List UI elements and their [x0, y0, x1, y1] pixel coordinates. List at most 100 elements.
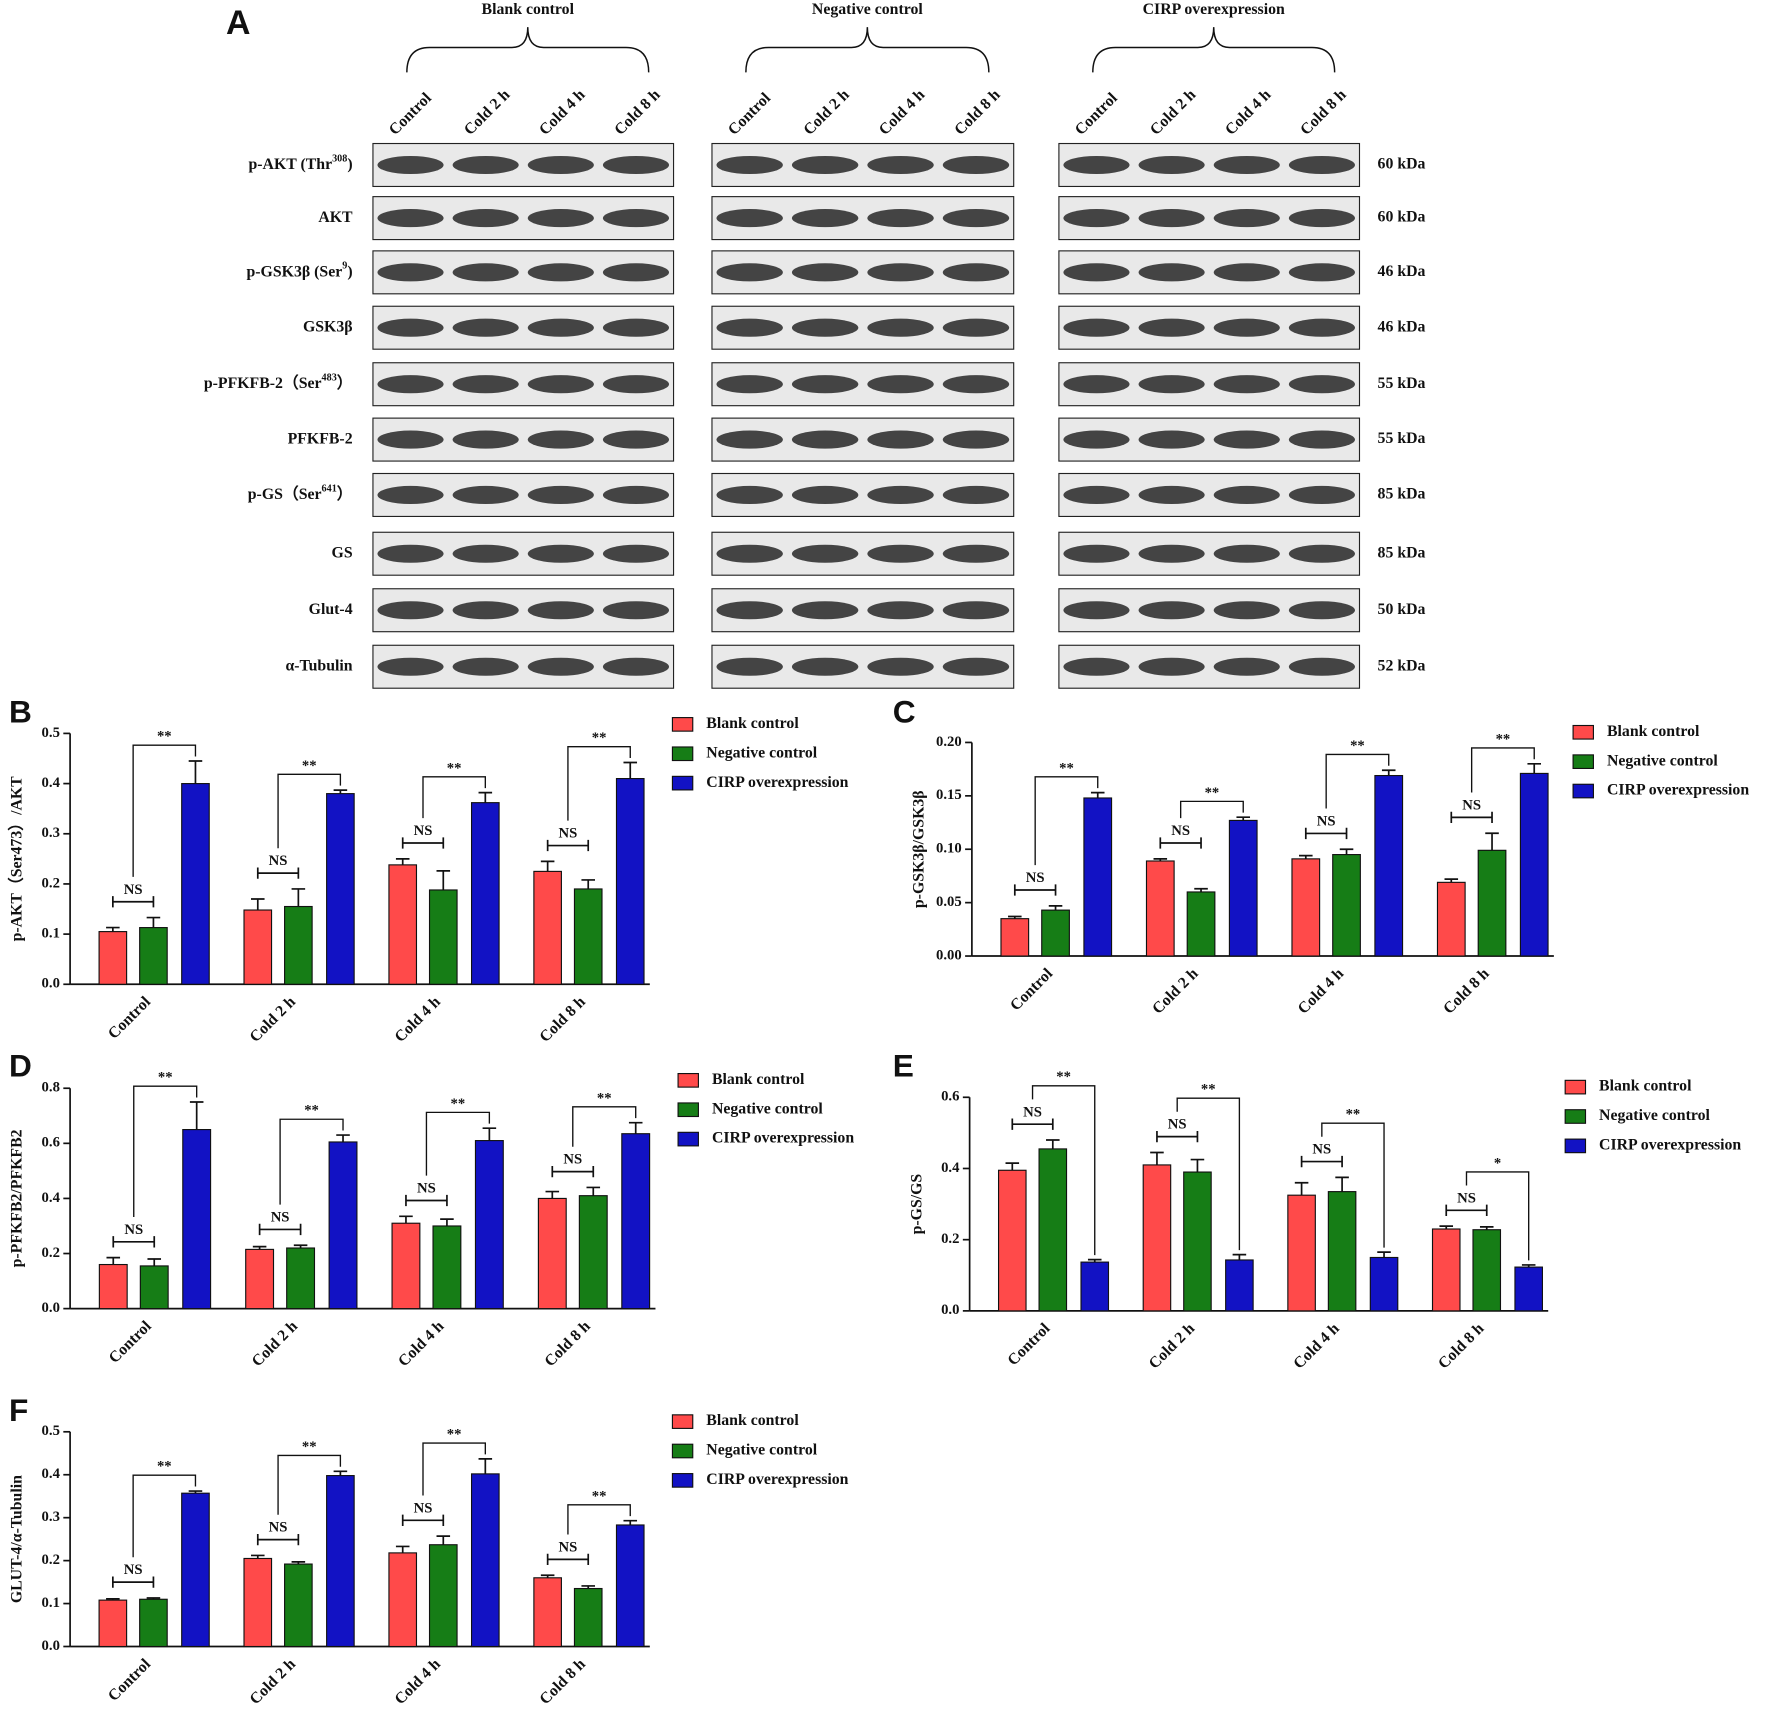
- band: [1138, 155, 1205, 175]
- band: [867, 263, 934, 282]
- error-bar: [1479, 1226, 1494, 1230]
- significance-bracket: [1034, 776, 1099, 866]
- band: [867, 430, 934, 449]
- error-bar: [189, 1101, 204, 1130]
- bar: [98, 931, 128, 985]
- error-bar: [540, 860, 555, 872]
- brace: [1092, 27, 1336, 73]
- band: [1138, 318, 1205, 337]
- panel-letter: F: [9, 1392, 28, 1428]
- significance-label: NS: [414, 1500, 433, 1516]
- lane-label: Cold 8 h: [951, 86, 1004, 139]
- kda-label: 50 kDa: [1378, 601, 1426, 618]
- significance-bracket: [1031, 1085, 1096, 1256]
- x-tick-label: Cold 4 h: [1290, 1320, 1343, 1373]
- error-bar: [291, 888, 306, 907]
- y-tick-label: 0.6: [42, 1135, 60, 1151]
- x-tick-label: Control: [106, 1317, 156, 1367]
- protein-label: p-AKT (Thr308): [248, 154, 352, 173]
- protein-end: ）: [337, 485, 353, 503]
- significance-bracket: [572, 1106, 637, 1147]
- bar: [533, 870, 562, 985]
- y-axis-label: p-AKT（Ser473）/AKT: [8, 776, 26, 942]
- significance-bracket: [1300, 1155, 1343, 1168]
- band: [942, 430, 1010, 449]
- bar: [1186, 891, 1216, 957]
- legend-swatch: [671, 1443, 694, 1459]
- significance-label: NS: [1026, 870, 1045, 886]
- bar: [1332, 854, 1361, 957]
- band: [867, 544, 934, 563]
- protein-site: 641: [322, 484, 337, 495]
- error-bar: [581, 1585, 596, 1589]
- legend-label: CIRP overexpression: [706, 774, 848, 791]
- y-tick-label: 0.0: [42, 976, 60, 992]
- band: [716, 318, 783, 337]
- y-tick-label: 0.2: [42, 1245, 60, 1261]
- significance-bracket: [256, 1533, 300, 1546]
- band: [1213, 209, 1280, 228]
- protein-label: α-Tubulin: [285, 657, 352, 674]
- lane-label: Cold 8 h: [611, 86, 664, 139]
- error-bar: [146, 916, 161, 928]
- bar: [1225, 1259, 1254, 1312]
- error-bar: [1299, 854, 1313, 859]
- band: [942, 155, 1010, 175]
- brace: [406, 27, 650, 73]
- error-bar: [482, 1127, 497, 1141]
- significance-label: **: [447, 1426, 462, 1442]
- band: [716, 485, 783, 505]
- error-bar: [581, 879, 596, 889]
- error-bar: [1087, 1258, 1102, 1263]
- band: [716, 209, 783, 228]
- y-axis-label: p-GS/GS: [908, 1174, 925, 1235]
- error-bar: [1236, 816, 1251, 821]
- panel-letter: C: [893, 694, 916, 730]
- band: [1138, 430, 1205, 449]
- significance-label: **: [592, 1488, 607, 1504]
- error-bar: [1439, 1225, 1454, 1229]
- band: [791, 544, 859, 563]
- band: [1063, 375, 1130, 394]
- protein-end: ): [347, 263, 352, 280]
- band: [1138, 601, 1205, 620]
- legend-label: CIRP overexpression: [1607, 782, 1749, 799]
- y-axis-label: p-GSK3β/GSK3β: [911, 790, 928, 908]
- band: [1288, 485, 1355, 505]
- x-tick-label: Cold 4 h: [392, 1656, 445, 1709]
- x-tick-label: Cold 2 h: [249, 1318, 302, 1371]
- legend-label: CIRP overexpression: [706, 1471, 848, 1488]
- band: [527, 430, 594, 449]
- bar: [139, 927, 168, 985]
- protein-site: 308: [332, 154, 347, 165]
- x-tick-label: Control: [105, 1655, 155, 1705]
- legend-swatch: [1564, 1079, 1587, 1095]
- protein-name: α-Tubulin: [285, 657, 352, 674]
- significance-bracket: [132, 744, 197, 877]
- significance-label: NS: [124, 1562, 143, 1578]
- x-tick-label: Cold 2 h: [1146, 1320, 1199, 1373]
- band: [791, 263, 859, 282]
- y-tick-label: 0.20: [936, 734, 962, 750]
- band: [1288, 601, 1355, 620]
- band: [1288, 657, 1355, 676]
- significance-bracket: [1450, 811, 1493, 824]
- error-bar: [1527, 762, 1542, 774]
- kda-label: 46 kDa: [1378, 318, 1426, 335]
- band: [527, 209, 594, 228]
- bar: [1374, 774, 1404, 957]
- bar: [578, 1195, 608, 1310]
- y-axis-label: p-PFKFB2/PFKFB2: [9, 1129, 26, 1267]
- x-tick-label: Cold 4 h: [395, 1318, 448, 1371]
- error-bar: [545, 1190, 560, 1199]
- error-bar: [146, 1597, 161, 1600]
- error-bar: [188, 760, 203, 784]
- error-bar: [333, 789, 348, 794]
- error-bar: [1046, 1139, 1060, 1149]
- band: [1063, 318, 1130, 337]
- band: [791, 657, 859, 676]
- significance-bracket: [1176, 1097, 1241, 1251]
- kda-label: 60 kDa: [1378, 209, 1426, 226]
- protein-name: PFKFB-2: [288, 430, 353, 447]
- x-tick-label: Cold 4 h: [1295, 965, 1348, 1018]
